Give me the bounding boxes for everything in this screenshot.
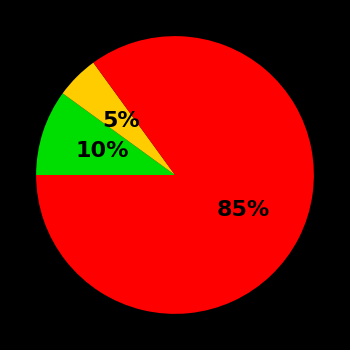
Text: 10%: 10% (76, 141, 129, 161)
Wedge shape (36, 36, 314, 314)
Text: 5%: 5% (102, 111, 140, 131)
Wedge shape (63, 63, 175, 175)
Text: 85%: 85% (216, 200, 270, 220)
Wedge shape (36, 93, 175, 175)
